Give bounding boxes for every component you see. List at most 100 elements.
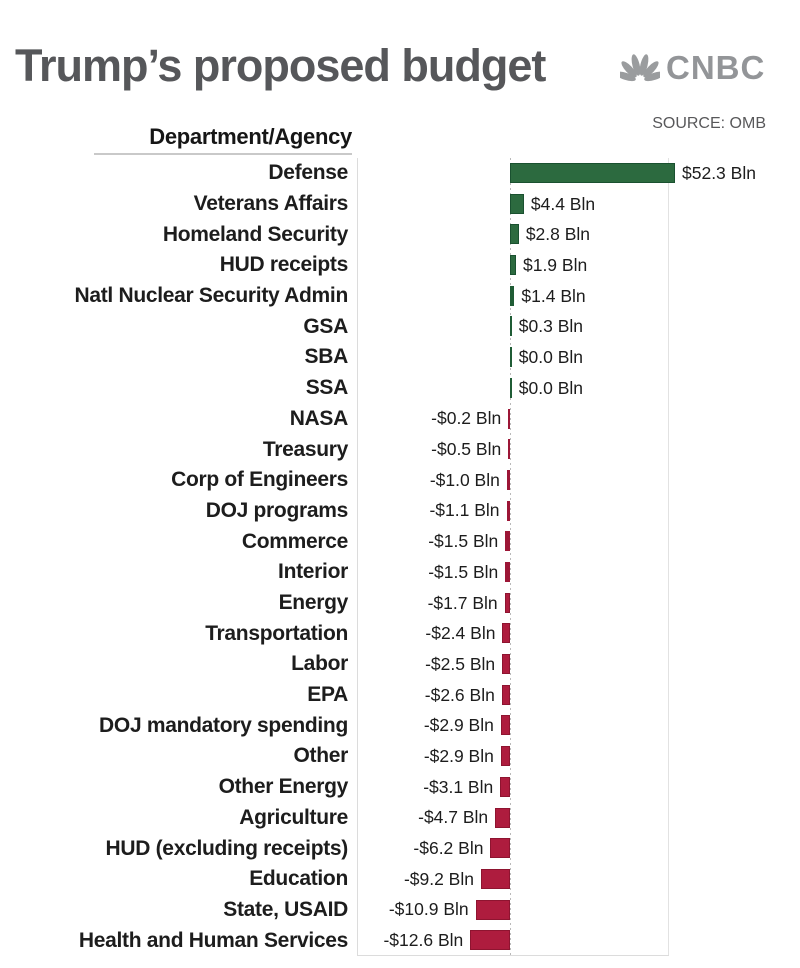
positive-bar [510, 347, 512, 368]
negative-bar [495, 807, 510, 828]
row-label: Labor [291, 652, 348, 676]
negative-bar [502, 654, 510, 675]
positive-bar [510, 224, 519, 245]
value-label: $1.4 Bln [521, 285, 586, 306]
value-label: $52.3 Bln [682, 162, 756, 183]
negative-bar [501, 684, 510, 705]
chart-title: Trump’s proposed budget [15, 40, 546, 91]
value-label: -$1.7 Bln [427, 592, 498, 613]
negative-bar [508, 408, 510, 429]
table-row: Transportation -$2.4 Bln [0, 618, 800, 649]
table-row: Other -$2.9 Bln [0, 741, 800, 772]
row-label: Health and Human Services [78, 928, 348, 952]
table-row: Homeland Security $2.8 Bln [0, 219, 800, 250]
value-label: -$3.1 Bln [423, 776, 494, 797]
negative-bar [506, 500, 510, 521]
positive-bar [510, 163, 675, 183]
table-row: Labor -$2.5 Bln [0, 649, 800, 680]
value-label: $0.0 Bln [518, 346, 584, 367]
table-row: EPA -$2.6 Bln [0, 680, 800, 711]
row-label: Education [249, 867, 348, 891]
table-row: SSA $0.0 Bln [0, 373, 800, 404]
row-label: SSA [305, 376, 349, 400]
table-row: Natl Nuclear Security Admin $1.4 Bln [0, 281, 800, 312]
value-label: $0.3 Bln [518, 316, 584, 337]
row-label: Energy [278, 591, 349, 615]
column-header: Department/Agency [94, 124, 352, 155]
row-label: Homeland Security [162, 222, 348, 246]
row-label: HUD (excluding receipts) [105, 836, 348, 860]
table-row: Interior -$1.5 Bln [0, 557, 800, 588]
table-row: SBA $0.0 Bln [0, 342, 800, 373]
negative-bar [506, 469, 510, 490]
positive-bar [510, 255, 516, 276]
table-row: Education -$9.2 Bln [0, 864, 800, 895]
value-label: -$1.0 Bln [429, 469, 500, 490]
value-label: -$4.7 Bln [418, 807, 489, 828]
negative-bar [505, 531, 510, 552]
table-row: Commerce -$1.5 Bln [0, 526, 800, 557]
positive-bar [510, 377, 512, 398]
value-label: -$2.6 Bln [424, 684, 495, 705]
row-label: Treasury [262, 437, 348, 461]
value-label: -$1.5 Bln [428, 561, 499, 582]
cnbc-logo: CNBC [620, 50, 765, 84]
table-row: DOJ programs -$1.1 Bln [0, 496, 800, 527]
value-label: $2.8 Bln [525, 224, 591, 245]
value-label: -$2.5 Bln [425, 653, 496, 674]
peacock-icon [620, 54, 660, 82]
row-label: Agriculture [239, 805, 348, 829]
negative-bar [504, 592, 510, 613]
positive-bar [510, 285, 515, 306]
negative-bar [502, 623, 510, 644]
row-label: Interior [278, 560, 348, 584]
value-label: -$10.9 Bln [388, 899, 469, 920]
row-label: HUD receipts [219, 253, 349, 277]
plot-left-border [357, 158, 358, 956]
table-row: Treasury -$0.5 Bln [0, 434, 800, 465]
value-label: -$2.4 Bln [425, 623, 496, 644]
value-label: -$6.2 Bln [413, 838, 484, 859]
row-label: Corp of Engineers [171, 468, 348, 492]
row-label: Other [293, 744, 348, 768]
plot-bottom-border [357, 955, 669, 956]
value-label: -$1.5 Bln [428, 531, 499, 552]
cnbc-wordmark: CNBC [666, 48, 766, 86]
source-label: SOURCE: OMB [652, 115, 766, 132]
value-label: $1.9 Bln [522, 254, 588, 275]
negative-bar [490, 838, 510, 859]
row-label: State, USAID [223, 897, 348, 921]
negative-bar [500, 715, 510, 736]
zero-axis-line [510, 158, 511, 956]
table-row: DOJ mandatory spending -$2.9 Bln [0, 710, 800, 741]
value-label: $4.4 Bln [530, 193, 596, 214]
row-label: Commerce [241, 529, 348, 553]
negative-bar [500, 746, 510, 767]
row-label: GSA [303, 314, 348, 338]
table-row: Agriculture -$4.7 Bln [0, 803, 800, 834]
table-row: HUD receipts $1.9 Bln [0, 250, 800, 281]
row-label: SBA [304, 345, 349, 369]
value-label: -$9.2 Bln [403, 868, 474, 889]
negative-bar [500, 776, 510, 797]
row-label: DOJ programs [205, 498, 349, 522]
value-label: -$1.1 Bln [429, 500, 500, 521]
table-row: Energy -$1.7 Bln [0, 588, 800, 619]
table-row: State, USAID -$10.9 Bln [0, 895, 800, 926]
row-label: Transportation [205, 621, 348, 645]
table-row: NASA -$0.2 Bln [0, 404, 800, 435]
value-label: -$0.5 Bln [431, 439, 502, 460]
positive-bar [510, 316, 512, 337]
negative-bar [470, 930, 510, 951]
row-label: Other Energy [218, 775, 349, 799]
row-label: DOJ mandatory spending [99, 713, 348, 737]
value-label: -$12.6 Bln [383, 930, 464, 951]
table-row: Health and Human Services -$12.6 Bln [0, 925, 800, 956]
row-label: Natl Nuclear Security Admin [74, 284, 348, 308]
value-label: -$2.9 Bln [423, 715, 494, 736]
table-row: GSA $0.3 Bln [0, 311, 800, 342]
negative-bar [475, 899, 510, 920]
negative-bar [508, 439, 510, 460]
table-row: Defense $52.3 Bln [0, 158, 800, 189]
